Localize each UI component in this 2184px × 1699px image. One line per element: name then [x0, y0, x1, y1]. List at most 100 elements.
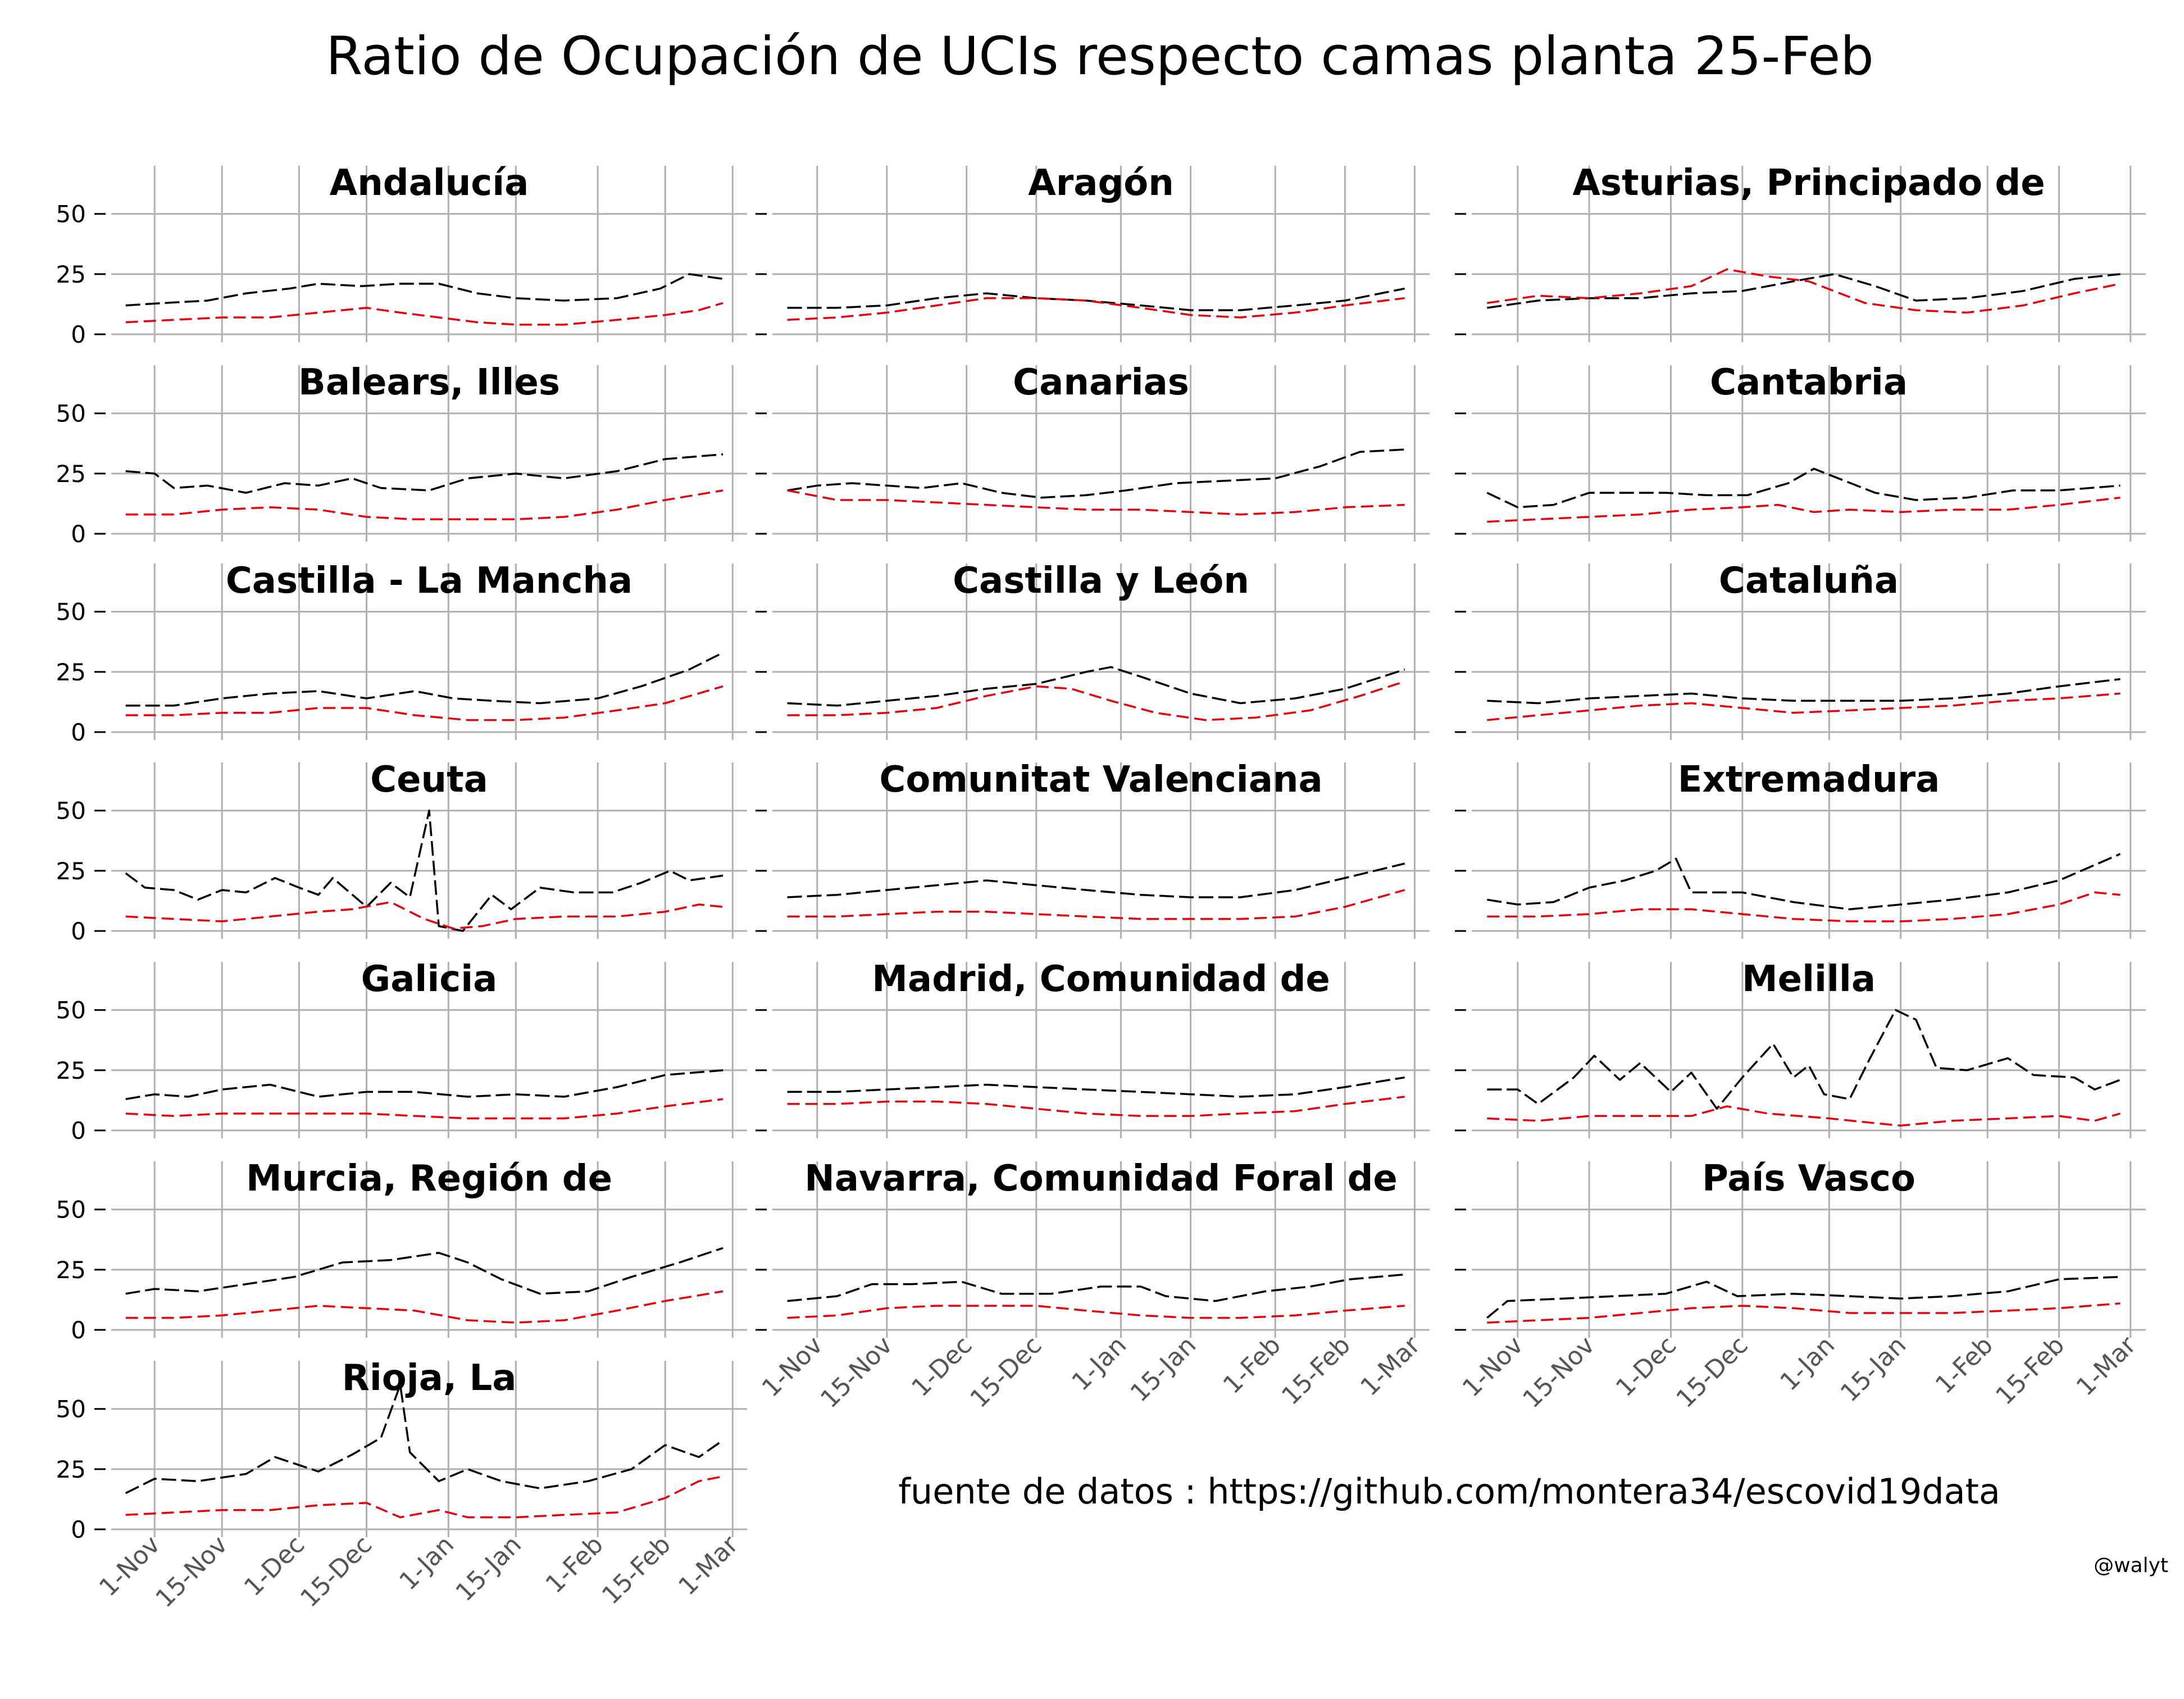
- y-tick-label: 25: [56, 1256, 86, 1284]
- series-line-red: [787, 297, 1405, 321]
- y-tick-label: 25: [56, 1456, 86, 1483]
- panel-ceuta: 0 25 50 Ceuta: [56, 759, 747, 945]
- y-tick-label: 25: [56, 857, 86, 885]
- series-line-black: [125, 1384, 724, 1494]
- x-tick-label: 15-Feb: [597, 1530, 676, 1610]
- x-tick-label: 1-Feb: [1218, 1331, 1286, 1400]
- series-line-black: [1487, 273, 2121, 309]
- panel-title: Madrid, Comunidad de: [872, 958, 1330, 1000]
- x-tick-label: 1-Jan: [1775, 1331, 1840, 1397]
- panel-title: Cantabria: [1710, 362, 1908, 403]
- y-tick-label: 25: [56, 1057, 86, 1084]
- panel-extremadura: Extremadura: [1455, 759, 2146, 939]
- panel-title: Castilla - La Mancha: [226, 560, 633, 602]
- panel-melilla: Melilla: [1455, 958, 2146, 1138]
- series-line-red: [125, 489, 724, 521]
- series-line-black: [1487, 853, 2121, 911]
- panel-castilla-y-leon: Castilla y León: [756, 560, 1430, 740]
- panels-grid: 0 25 50 Andalucía Aragón Asturias, Principado…: [56, 162, 2146, 1613]
- x-tick-label: 15-Dec: [1671, 1331, 1754, 1414]
- y-tick-label: 50: [56, 1396, 86, 1423]
- panel-title: Galicia: [361, 958, 498, 1000]
- y-tick-label: 50: [56, 400, 86, 428]
- series-line-black: [787, 287, 1405, 311]
- panel-murcia-region-de: 0 25 50 Murcia, Región de: [56, 1158, 747, 1344]
- series-line-black: [787, 666, 1405, 707]
- y-tick-label: 50: [56, 1196, 86, 1224]
- x-tick-label: 15-Jan: [1125, 1331, 1202, 1408]
- series-line-red: [125, 1475, 724, 1519]
- panel-canarias: Canarias: [756, 362, 1430, 542]
- series-line-black: [1486, 1275, 2121, 1319]
- panel-comunitat-valenciana: Comunitat Valenciana: [756, 759, 1430, 939]
- x-tick-label: 1-Feb: [1930, 1331, 1999, 1400]
- y-tick-label: 0: [71, 917, 86, 945]
- panel-title: Melilla: [1742, 958, 1876, 1000]
- y-tick-label: 50: [56, 997, 86, 1024]
- series-line-black: [787, 862, 1405, 898]
- panel-title: Andalucía: [330, 162, 529, 204]
- x-tick-label: 1-Mar: [1355, 1330, 1426, 1401]
- y-tick-label: 0: [71, 1117, 86, 1144]
- series-line-red: [787, 680, 1405, 721]
- panel-title: Extremadura: [1678, 759, 1940, 801]
- x-tick-label: 15-Nov: [1517, 1331, 1600, 1414]
- series-line-black: [1487, 1009, 2121, 1110]
- series-line-black: [125, 652, 724, 707]
- series-line-red: [1487, 496, 2121, 523]
- series-line-red: [787, 1096, 1405, 1117]
- series-line-red: [1487, 1302, 2121, 1324]
- x-tick-label: 1-Jan: [1066, 1331, 1132, 1397]
- x-tick-label: 15-Nov: [150, 1530, 233, 1614]
- panel-title: Rioja, La: [342, 1357, 517, 1399]
- x-tick-label: 15-Dec: [964, 1331, 1047, 1414]
- series-line-red: [787, 489, 1405, 516]
- series-line-black: [125, 453, 724, 494]
- panel-balears-illes: 0 25 50 Balears, Illes: [56, 362, 747, 548]
- y-tick-label: 0: [71, 321, 86, 348]
- x-tick-label: 1-Mar: [2071, 1330, 2142, 1401]
- y-tick-label: 25: [56, 658, 86, 686]
- panel-title: Comunitat Valenciana: [879, 759, 1322, 801]
- panel-andalucia: 0 25 50 Andalucía: [56, 162, 747, 348]
- series-line-black: [787, 1076, 1405, 1098]
- panel-asturias-principado-de: Asturias, Principado de: [1455, 162, 2146, 342]
- series-line-red: [125, 901, 724, 930]
- panel-title: País Vasco: [1702, 1158, 1915, 1200]
- x-tick-label: 1-Mar: [673, 1530, 744, 1601]
- x-tick-label: 15-Jan: [451, 1530, 527, 1607]
- panel-title: Cataluña: [1719, 560, 1899, 602]
- series-line-red: [125, 1098, 724, 1120]
- series-line-red: [125, 685, 724, 721]
- panel-galicia: 0 25 50 Galicia: [56, 958, 747, 1144]
- x-tick-label: 1-Dec: [1610, 1331, 1682, 1402]
- credit-label: @walyt: [2094, 1554, 2168, 1577]
- x-tick-label: 15-Nov: [815, 1331, 898, 1414]
- y-tick-label: 50: [56, 797, 86, 825]
- series-line-black: [1486, 467, 2121, 508]
- series-line-black: [1487, 678, 2121, 705]
- y-tick-label: 25: [56, 460, 86, 488]
- panel-aragon: Aragón: [756, 162, 1430, 342]
- panel-cataluna: Cataluña: [1455, 560, 2146, 740]
- x-tick-label: 15-Feb: [1276, 1331, 1356, 1411]
- series-line-red: [125, 1290, 724, 1324]
- panel-title: Ceuta: [370, 759, 488, 801]
- source-note: fuente de datos : https://github.com/mon…: [898, 1471, 2000, 1512]
- y-tick-label: 50: [56, 201, 86, 228]
- series-line-red: [1487, 268, 2121, 314]
- panel-title: Aragón: [1028, 162, 1174, 204]
- series-line-red: [125, 302, 724, 326]
- series-line-black: [125, 1069, 724, 1101]
- series-line-red: [1487, 891, 2121, 923]
- panel-title: Navarra, Comunidad Foral de: [804, 1158, 1398, 1200]
- series-line-red: [787, 1305, 1405, 1319]
- x-tick-label: 1-Jan: [394, 1530, 459, 1596]
- series-line-black: [787, 1273, 1405, 1302]
- chart-title: Ratio de Ocupación de UCIs respecto cama…: [326, 26, 1874, 87]
- y-tick-label: 0: [71, 1516, 86, 1543]
- panel-title: Murcia, Región de: [246, 1158, 612, 1200]
